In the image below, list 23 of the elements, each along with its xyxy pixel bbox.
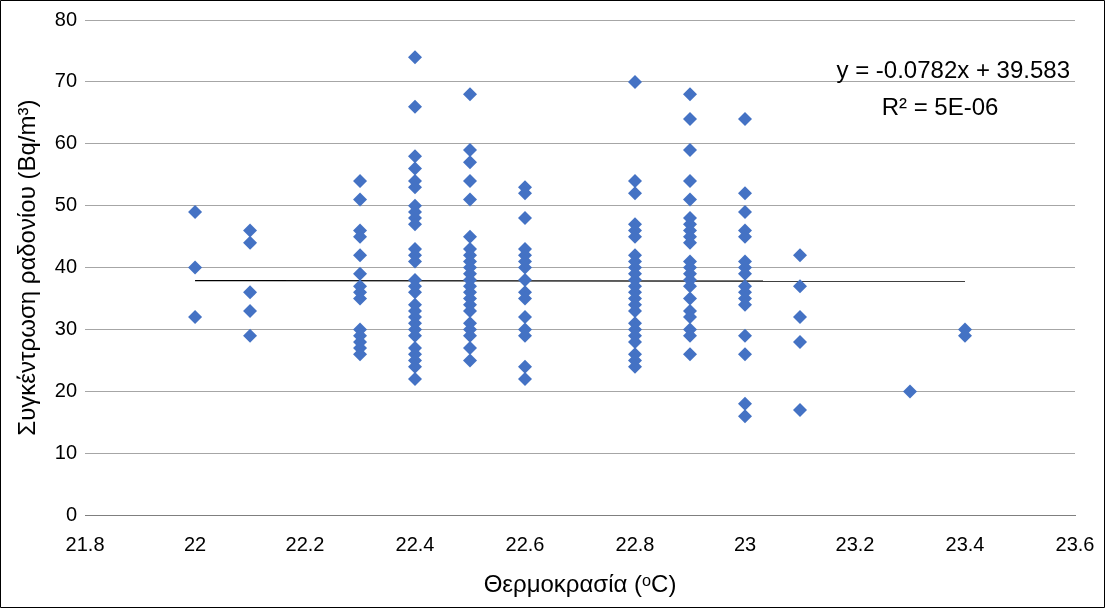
y-tick-label: 70 — [54, 69, 78, 92]
x-tick-label: 21.8 — [65, 532, 105, 555]
y-tick-label: 0 — [65, 502, 78, 525]
y-axis-title: Συγκέντρωση ραδονίου (Bq/m³) — [13, 99, 41, 436]
annotation: y = -0.0782x + 39.583 — [836, 56, 1070, 83]
x-tick-label: 22.6 — [505, 532, 545, 555]
y-tick-label: 40 — [54, 255, 78, 278]
x-tick-label: 22.4 — [395, 532, 435, 555]
x-tick-label: 22 — [183, 532, 207, 555]
x-tick-label: 22.2 — [285, 532, 325, 555]
y-tick-label: 20 — [54, 378, 78, 401]
y-tick-label: 30 — [54, 317, 78, 340]
x-tick-label: 23 — [733, 532, 757, 555]
y-tick-label: 80 — [54, 7, 78, 30]
y-tick-label: 50 — [54, 193, 78, 216]
x-tick-label: 23.6 — [1055, 532, 1095, 555]
y-tick-label: 10 — [54, 440, 78, 463]
x-tick-label: 23.4 — [945, 532, 985, 555]
annotation: R² = 5E-06 — [881, 93, 999, 120]
y-tick-label: 60 — [54, 131, 78, 154]
x-tick-label: 22.8 — [615, 532, 655, 555]
x-tick-label: 23.2 — [835, 532, 875, 555]
x-axis-title: Θερμοκρασία (ᵒC) — [483, 570, 677, 598]
